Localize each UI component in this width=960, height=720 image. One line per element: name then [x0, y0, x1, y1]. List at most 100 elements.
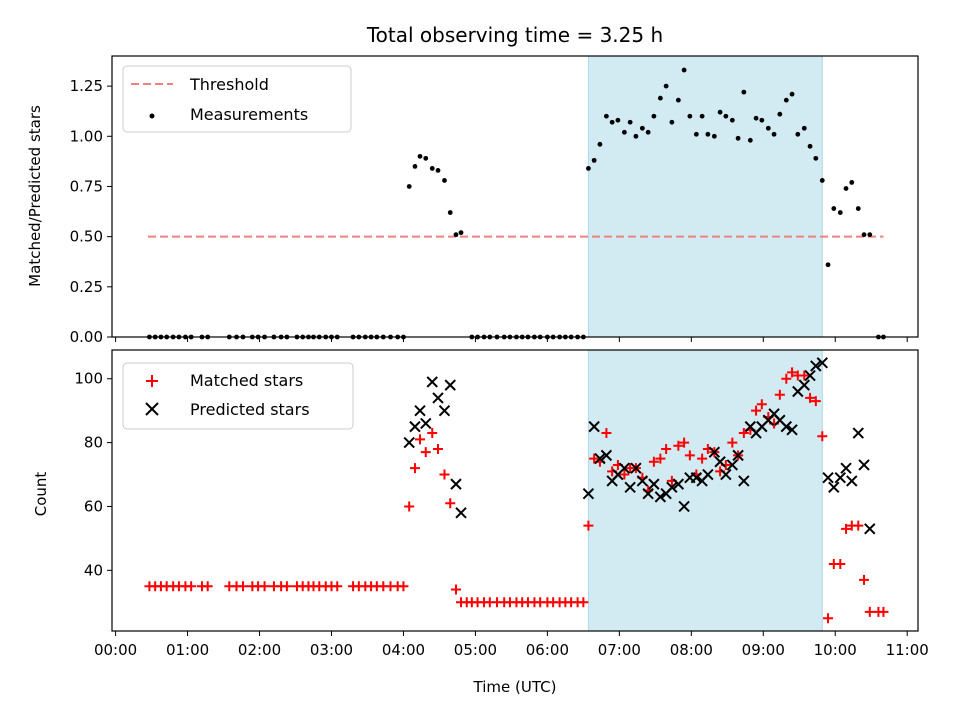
measurement-point	[807, 143, 813, 149]
measurement-point	[693, 131, 699, 137]
series-matched-stars	[144, 367, 889, 624]
series-predicted-stars	[403, 357, 876, 535]
axes-frame	[111, 55, 919, 338]
matched-star-point	[864, 606, 875, 617]
predicted-star-point	[672, 478, 685, 490]
x-tick-label: 10:00	[814, 641, 857, 659]
measurement-point	[429, 166, 435, 171]
predicted-star-point	[858, 459, 870, 471]
measurement-point	[705, 131, 711, 137]
matched-star-point	[859, 574, 870, 585]
legend-matched-label: Matched stars	[190, 371, 303, 390]
x-tick-label: 06:00	[526, 641, 569, 659]
matched-star-point	[583, 520, 594, 531]
predicted-star-point	[834, 472, 846, 484]
matched-star-point	[589, 453, 600, 464]
matched-star-point	[823, 613, 834, 624]
predicted-star-point	[738, 475, 750, 487]
predicted-star-point	[594, 452, 606, 465]
measurement-point	[729, 117, 735, 123]
measurement-point	[717, 109, 723, 115]
y-tick-label: 0.50	[70, 228, 103, 246]
legend-predicted-swatch	[145, 402, 159, 416]
y-tick-label: 40	[84, 561, 103, 579]
matched-star-point	[655, 453, 666, 464]
matched-star-point	[415, 434, 426, 445]
measurement-point	[759, 117, 765, 123]
predicted-star-point	[588, 420, 600, 433]
predicted-star-point	[726, 459, 739, 471]
measurement-point	[819, 178, 825, 183]
measurement-point	[645, 129, 651, 135]
predicted-star-point	[690, 472, 703, 484]
x-tick-label: 02:00	[238, 641, 281, 659]
matched-star-point	[332, 581, 343, 592]
measurement-point	[412, 163, 418, 169]
predicted-star-point	[822, 472, 834, 484]
matched-star-point	[445, 498, 456, 509]
y-tick-label: 80	[84, 434, 103, 452]
ratio-panel: 0.00 0.25 0.50 0.75 1.00 1.25	[70, 55, 919, 346]
legend-measurements-swatch	[149, 113, 155, 119]
y-tick-label: 0.25	[70, 278, 103, 296]
y-tick-label: 1.25	[70, 77, 103, 95]
measurement-point	[669, 119, 675, 125]
matched-star-point	[684, 450, 695, 461]
x-tick-label: 08:00	[670, 641, 713, 659]
measurement-point	[417, 153, 423, 159]
predicted-star-point	[708, 446, 721, 458]
measurement-point	[813, 155, 819, 161]
x-tick-label: 05:00	[454, 641, 497, 659]
predicted-star-point	[804, 369, 816, 382]
predicted-star-point	[630, 462, 642, 474]
measurement-point	[639, 125, 645, 131]
x-tick-label: 11:00	[886, 641, 929, 659]
measurement-point	[747, 137, 753, 143]
legend-count: Matched stars Predicted stars	[122, 362, 354, 430]
matched-star-point	[805, 392, 816, 403]
matched-star-point	[738, 428, 749, 439]
predicted-star-point	[702, 468, 714, 481]
measurement-point	[795, 131, 801, 137]
y-tick-label: 0.00	[70, 328, 103, 346]
measurement-point	[435, 168, 441, 173]
x-tick-label: 07:00	[598, 641, 641, 659]
matched-star-point	[186, 581, 197, 592]
observing-window-shade	[587, 349, 823, 632]
predicted-star-point	[432, 392, 444, 404]
measurement-point	[849, 180, 855, 185]
x-axis-label: Time (UTC)	[473, 678, 557, 696]
measurement-point	[458, 230, 464, 236]
measurement-point	[687, 113, 693, 119]
measurement-point	[657, 95, 663, 101]
measurement-point	[675, 97, 681, 103]
matched-star-point	[578, 597, 589, 608]
predicted-star-point	[455, 507, 467, 519]
predicted-star-point	[420, 417, 432, 430]
matched-star-point	[841, 523, 852, 534]
matched-star-point	[799, 370, 810, 381]
legend-matched-swatch	[146, 375, 158, 387]
predicted-star-point	[852, 427, 864, 439]
predicted-star-point	[732, 449, 744, 462]
legend-threshold-label: Threshold	[189, 75, 269, 94]
predicted-star-point	[624, 481, 636, 494]
measurement-point	[615, 117, 621, 123]
matched-star-point	[751, 405, 762, 416]
matched-star-point	[810, 396, 821, 407]
measurement-point	[681, 67, 687, 73]
count-panel: 40 60 80 100 00:00 01:00 02:00 03:00 04:00 05:00 0…	[74, 349, 929, 659]
matched-star-point	[727, 437, 738, 448]
measurement-point	[423, 155, 429, 161]
measurement-point	[663, 83, 669, 89]
predicted-star-point	[648, 478, 660, 490]
y-tick-label: 60	[84, 497, 103, 515]
predicted-star-point	[409, 420, 421, 433]
x-tick-label: 01:00	[166, 641, 209, 659]
matched-star-point	[853, 520, 864, 531]
measurement-point	[406, 184, 412, 189]
y-tick-label: 0.75	[70, 177, 103, 195]
measurement-point	[609, 119, 615, 125]
measurement-point	[723, 113, 729, 119]
matched-star-point	[648, 456, 659, 467]
